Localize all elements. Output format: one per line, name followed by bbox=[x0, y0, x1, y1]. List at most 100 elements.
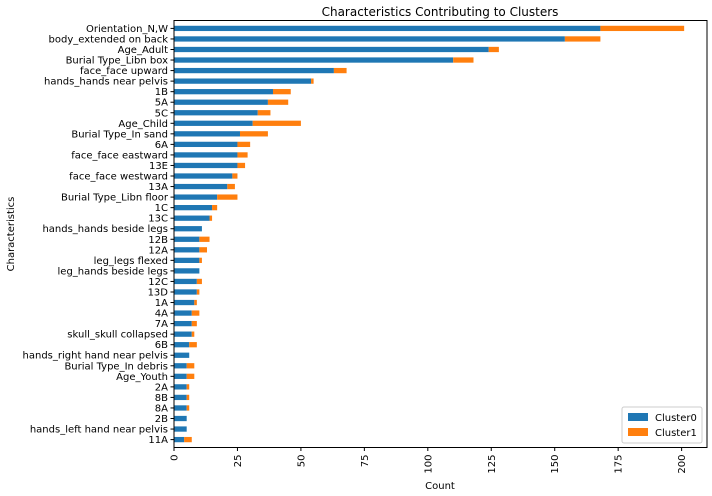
plot-frame bbox=[173, 20, 708, 448]
bar-cluster1-2 bbox=[488, 46, 499, 53]
y-tick-label: 8A bbox=[155, 403, 168, 414]
bar-cluster1-11 bbox=[237, 141, 251, 148]
bar-cluster0-37 bbox=[174, 415, 187, 422]
y-tick-label: Age_Child bbox=[118, 119, 168, 130]
y-tick-label: 4A bbox=[155, 309, 168, 320]
bar-cluster1-0 bbox=[600, 25, 685, 32]
x-tick-label: 25 bbox=[233, 455, 244, 468]
bar-cluster0-35 bbox=[174, 394, 187, 401]
legend-label-cluster1: Cluster1 bbox=[655, 428, 697, 439]
bar-cluster1-36 bbox=[186, 405, 190, 411]
bar-cluster1-33 bbox=[186, 373, 195, 379]
bar-cluster0-30 bbox=[174, 342, 190, 348]
bar-cluster1-24 bbox=[196, 278, 202, 285]
y-tick-label: Age_Adult bbox=[118, 45, 168, 56]
bar-cluster0-23 bbox=[174, 268, 200, 274]
bar-cluster0-7 bbox=[174, 99, 268, 105]
y-tick-label: 1B bbox=[155, 87, 168, 98]
bar-cluster1-1 bbox=[564, 36, 601, 42]
y-tick-label: hands_right hand near pelvis bbox=[23, 351, 168, 362]
x-tick-label: 100 bbox=[423, 455, 434, 474]
bar-cluster0-27 bbox=[174, 310, 192, 316]
y-tick-label: Burial Type_Libn floor bbox=[61, 193, 169, 204]
y-tick-label: 12B bbox=[148, 235, 168, 246]
x-tick-label: 200 bbox=[677, 455, 688, 474]
bar-cluster0-6 bbox=[174, 89, 273, 95]
x-tick-label: 75 bbox=[360, 455, 371, 468]
bar-cluster0-29 bbox=[174, 331, 192, 337]
x-tick-label: 50 bbox=[296, 455, 307, 468]
bar-cluster0-28 bbox=[174, 320, 192, 327]
bar-cluster1-32 bbox=[186, 363, 195, 369]
bar-cluster0-20 bbox=[174, 236, 200, 242]
x-axis-title: Count bbox=[425, 481, 455, 492]
y-axis-title: Characteristics bbox=[6, 197, 17, 272]
bar-cluster0-39 bbox=[174, 436, 185, 443]
bar-cluster0-10 bbox=[174, 131, 240, 137]
y-tick-label: 13D bbox=[148, 287, 169, 298]
bar-cluster0-16 bbox=[174, 194, 218, 200]
bar-cluster1-6 bbox=[272, 89, 291, 95]
y-tick-label: 6B bbox=[155, 340, 168, 351]
bar-cluster1-29 bbox=[191, 331, 195, 337]
bar-cluster0-5 bbox=[174, 78, 312, 84]
bar-cluster1-17 bbox=[212, 205, 218, 211]
y-tick-label: 8B bbox=[155, 393, 168, 404]
bar-cluster1-13 bbox=[237, 162, 246, 169]
bar-cluster1-21 bbox=[199, 247, 207, 253]
bar-cluster1-10 bbox=[239, 131, 268, 137]
legend-swatch-cluster1 bbox=[628, 428, 648, 436]
y-tick-label: Burial Type_In debris bbox=[64, 361, 168, 372]
bar-cluster1-8 bbox=[257, 110, 271, 116]
y-tick-label: 2A bbox=[155, 382, 168, 393]
bar-cluster0-24 bbox=[174, 278, 197, 285]
x-axis: 0 25 50 75 100 125 150 175 200 bbox=[170, 447, 688, 474]
bars-layer bbox=[174, 25, 685, 443]
y-tick-label: 11A bbox=[148, 435, 168, 446]
bar-cluster0-21 bbox=[174, 247, 200, 253]
y-tick-label: 5A bbox=[155, 98, 168, 109]
legend-label-cluster0: Cluster0 bbox=[655, 413, 697, 424]
bar-cluster0-0 bbox=[174, 25, 601, 32]
y-tick-label: leg_hands beside legs bbox=[58, 266, 168, 277]
y-tick-label: skull_skull collapsed bbox=[67, 330, 168, 341]
bar-cluster0-14 bbox=[174, 173, 233, 179]
bar-cluster1-34 bbox=[186, 384, 190, 390]
bar-cluster1-14 bbox=[232, 173, 238, 179]
bar-cluster1-12 bbox=[237, 152, 248, 158]
bar-cluster1-26 bbox=[194, 299, 197, 306]
bar-cluster0-4 bbox=[174, 67, 334, 74]
y-tick-label: 7A bbox=[155, 319, 168, 330]
bar-cluster0-3 bbox=[174, 57, 454, 63]
bar-cluster1-20 bbox=[199, 236, 210, 242]
bar-cluster0-11 bbox=[174, 141, 238, 148]
bar-cluster0-26 bbox=[174, 299, 195, 306]
y-tick-label: 5C bbox=[155, 108, 168, 119]
y-tick-label: face_face westward bbox=[69, 172, 168, 183]
bar-cluster0-38 bbox=[174, 426, 187, 432]
bar-cluster0-25 bbox=[174, 289, 197, 295]
bar-cluster0-33 bbox=[174, 373, 187, 379]
bar-cluster1-7 bbox=[267, 99, 289, 105]
bar-cluster0-34 bbox=[174, 384, 187, 390]
bar-cluster0-19 bbox=[174, 226, 202, 232]
y-tick-label: 2B bbox=[155, 414, 168, 425]
y-tick-label: leg_legs flexed bbox=[94, 256, 168, 267]
y-tick-label: Age_Youth bbox=[116, 372, 168, 383]
x-tick-label: 175 bbox=[614, 455, 625, 474]
y-tick-label: 13A bbox=[148, 182, 168, 193]
bar-cluster0-18 bbox=[174, 215, 210, 221]
bar-cluster1-25 bbox=[196, 289, 200, 295]
bar-cluster0-1 bbox=[174, 36, 565, 42]
x-tick-label: 150 bbox=[550, 455, 561, 474]
bar-cluster1-18 bbox=[209, 215, 213, 221]
bar-cluster1-9 bbox=[252, 120, 301, 126]
y-tick-label: Burial Type_Libn box bbox=[66, 56, 169, 67]
legend-swatch-cluster0 bbox=[628, 413, 648, 421]
x-tick-label: 0 bbox=[170, 455, 181, 461]
bar-cluster1-22 bbox=[199, 257, 202, 263]
bar-cluster1-28 bbox=[191, 320, 197, 327]
bar-cluster0-15 bbox=[174, 183, 228, 190]
